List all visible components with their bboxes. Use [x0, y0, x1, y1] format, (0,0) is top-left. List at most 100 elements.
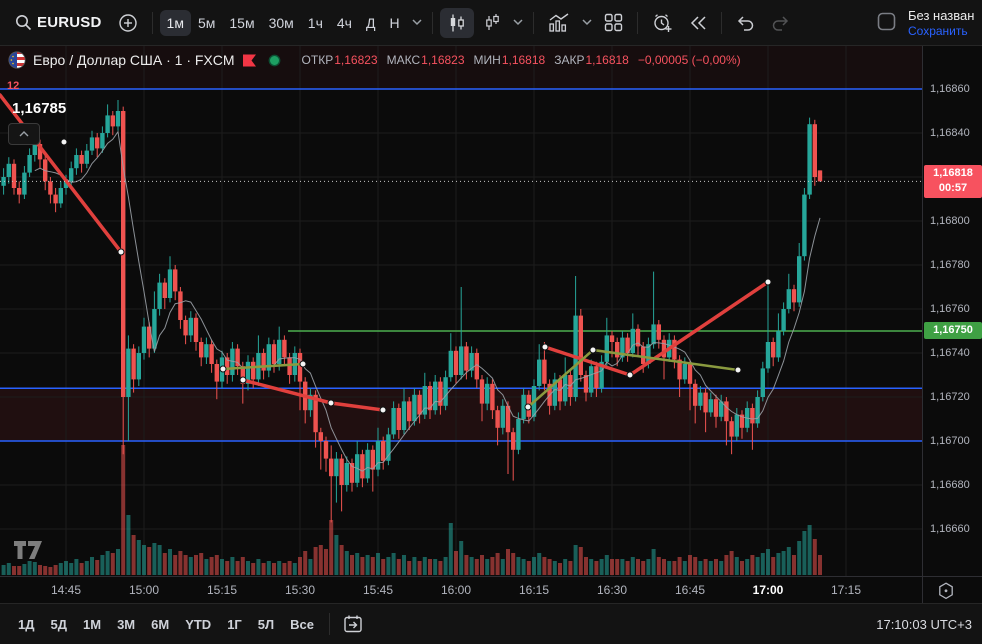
chart-canvas[interactable] — [0, 45, 922, 576]
pivot-dot — [626, 371, 634, 379]
chart-region: Евро / Доллар США · 1 · FXCM ОТКР 1,16823… — [0, 45, 982, 605]
candle-body — [344, 463, 349, 485]
candle-body — [141, 326, 147, 353]
candle-body — [495, 410, 500, 428]
volume-bar — [703, 559, 708, 575]
price-tick-1,16680: 1,16680 — [930, 479, 970, 491]
candle-body — [599, 361, 604, 389]
range-button-3М[interactable]: 3М — [117, 616, 136, 632]
volume-bar — [776, 553, 781, 575]
candle-body — [646, 344, 651, 364]
candle-body — [635, 328, 641, 347]
candle-body — [115, 111, 121, 127]
flagged-icon[interactable] — [242, 54, 257, 67]
go-to-date-button[interactable] — [337, 611, 369, 637]
volume-bar — [162, 553, 167, 575]
volume-bar — [48, 567, 53, 575]
range-button-Все[interactable]: Все — [290, 616, 315, 632]
price-tick-1,16760: 1,16760 — [930, 303, 970, 315]
redo-button[interactable] — [764, 10, 797, 36]
volume-bar — [173, 555, 178, 575]
candle-body — [147, 326, 152, 349]
candle-body — [230, 348, 235, 375]
compare-add-button[interactable] — [111, 8, 145, 38]
candle-body — [297, 353, 303, 382]
price-axis[interactable]: 1,16660 1,16680 1,16700 1,16720 1,16740 1,167… — [922, 45, 982, 576]
interval-button-Д[interactable]: Д — [365, 14, 376, 31]
undo-icon — [737, 15, 753, 31]
interval-button-4ч[interactable]: 4ч — [336, 14, 352, 31]
indicators-button[interactable] — [541, 8, 577, 38]
time-tick-14:45: 14:45 — [50, 583, 82, 597]
market-open-dot[interactable] — [268, 54, 281, 67]
volume-bar — [818, 555, 822, 575]
volume-bar — [282, 563, 287, 575]
volume-bar — [168, 549, 172, 575]
range-button-1М[interactable]: 1М — [83, 616, 102, 632]
indicators-menu-button[interactable] — [579, 15, 595, 30]
layout-button[interactable] — [597, 8, 630, 37]
tradingview-watermark — [14, 541, 42, 559]
price-tick-1,16800: 1,16800 — [930, 215, 970, 227]
volume-bar — [402, 555, 406, 575]
volume-bar — [391, 553, 396, 575]
candle-body — [807, 124, 812, 195]
range-button-YTD[interactable]: YTD — [185, 616, 212, 632]
candle-body — [490, 383, 495, 411]
interval-button-Н[interactable]: Н — [389, 14, 400, 31]
volume-bar — [797, 541, 802, 575]
volume-bar — [17, 566, 22, 575]
range-button-6М[interactable]: 6М — [151, 616, 170, 632]
candle-body — [407, 401, 412, 422]
time-axis[interactable]: 14:45 15:00 15:15 15:30 15:45 16:00 16:15 16:30… — [0, 576, 982, 605]
range-button-1Г[interactable]: 1Г — [227, 616, 242, 632]
candle-body — [708, 399, 713, 413]
bar-replay-button[interactable] — [682, 10, 714, 36]
symbol-legend[interactable]: Евро / Доллар США · 1 · FXCM ОТКР 1,16823… — [8, 51, 741, 69]
candle-body — [266, 344, 271, 371]
interval-button-15м[interactable]: 15м — [229, 14, 255, 31]
indicators-caret-icon — [582, 19, 592, 26]
interval-button-30м[interactable]: 30м — [268, 14, 294, 31]
alert-button[interactable] — [645, 8, 680, 38]
clock-timezone[interactable]: 17:10:03 UTC+3 — [876, 616, 972, 632]
range-button-5Л[interactable]: 5Л — [257, 616, 275, 632]
symbol-search-button[interactable]: EURUSD — [8, 9, 109, 36]
undo-button[interactable] — [729, 10, 762, 36]
volume-bar — [630, 557, 635, 575]
chart-style-candles-button[interactable] — [439, 7, 474, 38]
volume-bar — [256, 559, 261, 575]
layout-name[interactable]: Без назван — [908, 7, 974, 23]
candle-body — [802, 194, 807, 257]
interval-button-5м[interactable]: 5м — [197, 14, 216, 31]
candle-body — [48, 181, 53, 195]
price-tick-1,16740: 1,16740 — [930, 347, 970, 359]
candle-body — [583, 375, 589, 393]
candle-body — [349, 463, 355, 483]
candle-body — [765, 342, 771, 369]
volume-bar — [495, 553, 500, 575]
range-button-1Д[interactable]: 1Д — [18, 616, 35, 632]
candle-body — [370, 449, 375, 470]
chart-style-menu-button[interactable] — [510, 15, 526, 30]
save-checkbox[interactable] — [875, 8, 898, 35]
interval-button-1ч[interactable]: 1ч — [307, 14, 323, 31]
save-button[interactable]: Сохранить — [908, 24, 968, 39]
volume-bar — [714, 559, 718, 575]
legend-collapse-button[interactable] — [8, 123, 40, 145]
symbol-title[interactable]: Евро / Доллар США · 1 · FXCM — [33, 52, 235, 68]
chart-style-alt-button[interactable] — [476, 8, 508, 38]
scales-settings-button[interactable] — [936, 581, 956, 604]
volume-bar — [407, 561, 412, 575]
interval-button-1м[interactable]: 1м — [159, 9, 191, 36]
candle-body — [17, 188, 22, 195]
range-button-5Д[interactable]: 5Д — [50, 616, 68, 632]
layout-save-cluster: Без назван Сохранить — [875, 6, 974, 39]
candle-body — [167, 269, 173, 298]
volume-bar — [292, 563, 297, 575]
volume-bar — [209, 557, 214, 575]
pivot-dot — [299, 360, 307, 368]
interval-menu-button[interactable] — [409, 15, 425, 30]
candle-body — [474, 353, 479, 380]
hollow-candles-icon — [485, 13, 499, 30]
